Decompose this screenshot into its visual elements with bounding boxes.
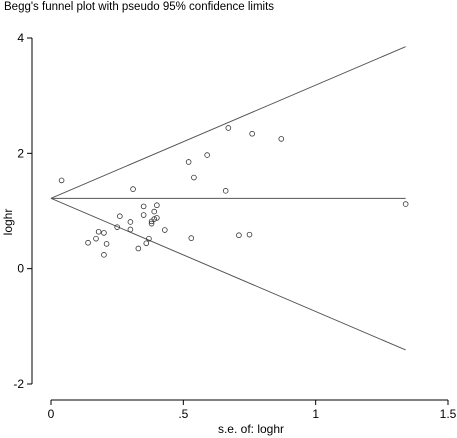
data-point xyxy=(162,227,168,233)
data-point xyxy=(222,188,229,194)
data-point xyxy=(188,235,195,241)
x-tick-label: 1 xyxy=(312,407,319,421)
data-point xyxy=(95,228,102,235)
y-tick-label: 2 xyxy=(17,146,24,160)
data-point xyxy=(151,208,158,215)
data-point xyxy=(85,239,91,246)
data-point xyxy=(101,252,107,258)
data-point xyxy=(103,241,110,247)
data-point xyxy=(93,235,99,242)
chart-title: Begg's funnel plot with pseudo 95% confi… xyxy=(4,1,275,13)
y-tick-label: 0 xyxy=(17,262,24,276)
y-tick-label: 4 xyxy=(17,31,24,45)
x-tick-label: .5 xyxy=(178,407,188,421)
data-point xyxy=(101,230,107,236)
y-tick-label: -2 xyxy=(13,377,24,391)
x-tick-label: 0 xyxy=(48,407,55,421)
data-point xyxy=(135,245,142,252)
data-point xyxy=(278,136,285,142)
data-point xyxy=(154,215,160,221)
data-point xyxy=(130,186,136,192)
data-point xyxy=(58,177,65,184)
data-point xyxy=(154,202,160,209)
confidence-limit-lines xyxy=(50,46,406,351)
data-point xyxy=(236,232,242,239)
data-point xyxy=(114,224,120,230)
data-point xyxy=(140,203,147,210)
y-axis-label: loghr xyxy=(1,209,15,236)
data-point xyxy=(148,220,155,227)
data-point xyxy=(140,212,147,218)
upper-limit-line xyxy=(50,46,406,199)
lower-limit-line xyxy=(50,197,406,351)
data-point xyxy=(249,130,255,137)
data-point xyxy=(127,226,134,233)
x-axis-label: s.e. of: loghr xyxy=(218,422,284,436)
data-point xyxy=(204,152,210,158)
data-point xyxy=(151,216,158,222)
data-point xyxy=(146,235,152,242)
data-point xyxy=(185,159,192,165)
data-point xyxy=(117,213,123,219)
study-points xyxy=(58,125,409,258)
data-point xyxy=(143,240,150,247)
data-point xyxy=(127,219,134,225)
data-point xyxy=(246,231,253,238)
data-point xyxy=(225,125,232,131)
data-point xyxy=(191,174,197,181)
data-point xyxy=(402,201,409,207)
axes: -2 0 2 4 0 .5 1 1.5 xyxy=(13,31,456,421)
x-tick-label: 1.5 xyxy=(440,407,457,421)
